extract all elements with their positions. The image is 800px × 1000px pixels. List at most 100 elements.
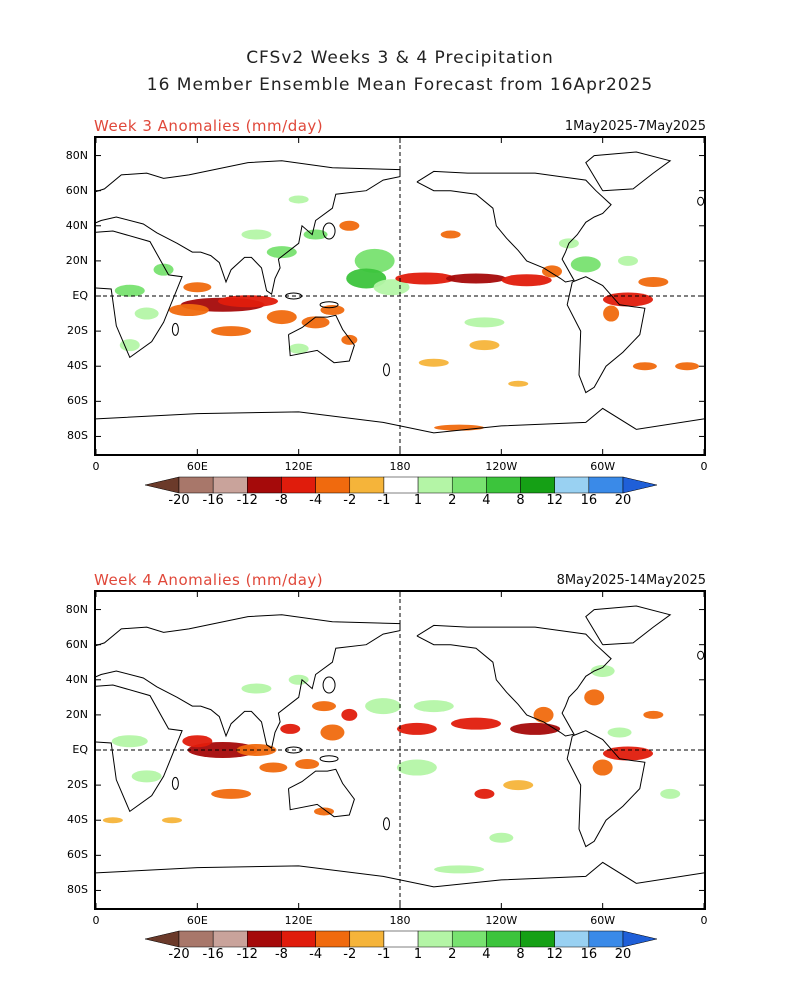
colorbar-label: 8 (516, 947, 525, 962)
lat-tick-label: EQ (72, 289, 88, 302)
anomaly-patch (489, 832, 514, 843)
anomaly-patch (134, 307, 159, 320)
coastline (566, 276, 646, 394)
island-outline (382, 817, 390, 831)
colorbar-label: 8 (516, 493, 525, 508)
colorbar-swatch (622, 476, 658, 494)
coastline (416, 624, 612, 737)
anomaly-patch (162, 817, 182, 824)
anomaly-patch (341, 334, 358, 345)
anomaly-patch (396, 722, 437, 735)
colorbar-swatch (622, 930, 658, 948)
anomaly-patch (301, 316, 330, 329)
anomaly-patch (643, 710, 664, 719)
lat-tick-label: 60N (65, 637, 88, 651)
colorbar-swatch (144, 930, 180, 948)
anomaly-patch (464, 317, 505, 328)
anomaly-patch (236, 744, 277, 756)
lon-tick-label: 120W (485, 914, 518, 927)
colorbar-label: -2 (343, 947, 357, 962)
island-outline (319, 755, 339, 763)
anomaly-patch (373, 279, 410, 296)
colorbar-label: -8 (274, 493, 288, 508)
lat-tick-label: 40N (65, 218, 88, 232)
lat-tick-label: 80S (67, 883, 88, 897)
colorbar-swatch (212, 930, 248, 948)
colorbar-label: -16 (202, 947, 224, 962)
anomaly-patch (354, 248, 395, 273)
anomaly-patch (111, 735, 148, 748)
anomaly-patch (603, 305, 620, 322)
anomaly-patch (312, 701, 336, 712)
anomaly-patch (418, 358, 449, 367)
lon-tick-label: 60W (590, 914, 616, 927)
lat-tick-label: 60S (67, 848, 88, 862)
anomaly-patch (592, 759, 613, 776)
coastline (96, 230, 183, 359)
colorbar-swatch (554, 930, 590, 948)
lon-tick-label: 60E (186, 460, 208, 473)
anomaly-patch (510, 722, 561, 735)
anomaly-patch (241, 229, 272, 240)
anomaly-patch (339, 220, 360, 231)
title-line-1: CFSv2 Weeks 3 & 4 Precipitation (246, 48, 554, 68)
week3-map (94, 136, 706, 456)
lat-tick-label: 20N (65, 253, 88, 267)
colorbar-label: 16 (580, 493, 598, 508)
lat-tick-label: 80S (67, 429, 88, 443)
colorbar-label: -4 (309, 947, 323, 962)
lon-tick-label: 120E (284, 460, 313, 473)
anomaly-patch (182, 735, 213, 748)
anomaly-patch (218, 295, 278, 308)
anomaly-patch (288, 343, 309, 354)
anomaly-patch (618, 255, 638, 266)
axis-ticks (96, 592, 704, 908)
anomaly-patch (434, 424, 485, 431)
island-outline (697, 650, 704, 660)
panel-week3-label: Week 3 Anomalies (mm/day) (94, 117, 324, 135)
coastline (566, 730, 646, 848)
colorbar-swatch (588, 476, 624, 494)
colorbar-swatch (281, 930, 316, 948)
colorbar-label: -16 (202, 493, 224, 508)
island-outline (322, 222, 336, 240)
lat-tick-label: 20N (65, 707, 88, 721)
anomaly-patch (660, 788, 681, 799)
colorbar-label: 12 (546, 493, 563, 508)
colorbar-swatch (315, 476, 351, 494)
colorbar-swatch (417, 476, 453, 494)
colorbar-swatch (520, 930, 555, 948)
anomaly-patch (632, 362, 657, 371)
lon-tick-label: 0 (92, 460, 100, 473)
week4-map (94, 590, 706, 910)
panel-week4-date: 8May2025-14May2025 (556, 573, 706, 588)
anomaly-patch (590, 665, 615, 677)
anomaly-patch (533, 706, 554, 723)
coastline (96, 861, 704, 888)
anomaly-patch (280, 723, 301, 734)
island-outline (382, 363, 390, 377)
colorbar-label: -20 (168, 947, 190, 962)
anomaly-patch (446, 273, 506, 284)
colorbar-label: -4 (309, 493, 323, 508)
colorbar-swatch (349, 930, 385, 948)
colorbar-label: 2 (448, 493, 457, 508)
colorbar-label: -2 (343, 493, 357, 508)
colorbar-label: -1 (377, 493, 391, 508)
anomaly-patch (131, 770, 162, 783)
colorbar-label: 12 (546, 947, 563, 962)
anomaly-patch (241, 683, 272, 694)
island-outline (697, 196, 704, 206)
anomaly-patch (266, 310, 297, 325)
lon-tick-label: 180 (389, 460, 411, 473)
colorbar-label: 4 (482, 493, 491, 508)
lat-tick-label: 60N (65, 183, 88, 197)
lat-tick-label: EQ (72, 743, 88, 756)
coastline (288, 314, 355, 364)
lat-tick-label: 20S (67, 778, 88, 792)
panel-week3-date: 1May2025-7May2025 (564, 119, 706, 134)
colorbar-swatch (281, 476, 316, 494)
lon-tick-label: 0 (92, 914, 100, 927)
colorbar-label: -12 (236, 947, 258, 962)
anomaly-patch (440, 230, 461, 239)
